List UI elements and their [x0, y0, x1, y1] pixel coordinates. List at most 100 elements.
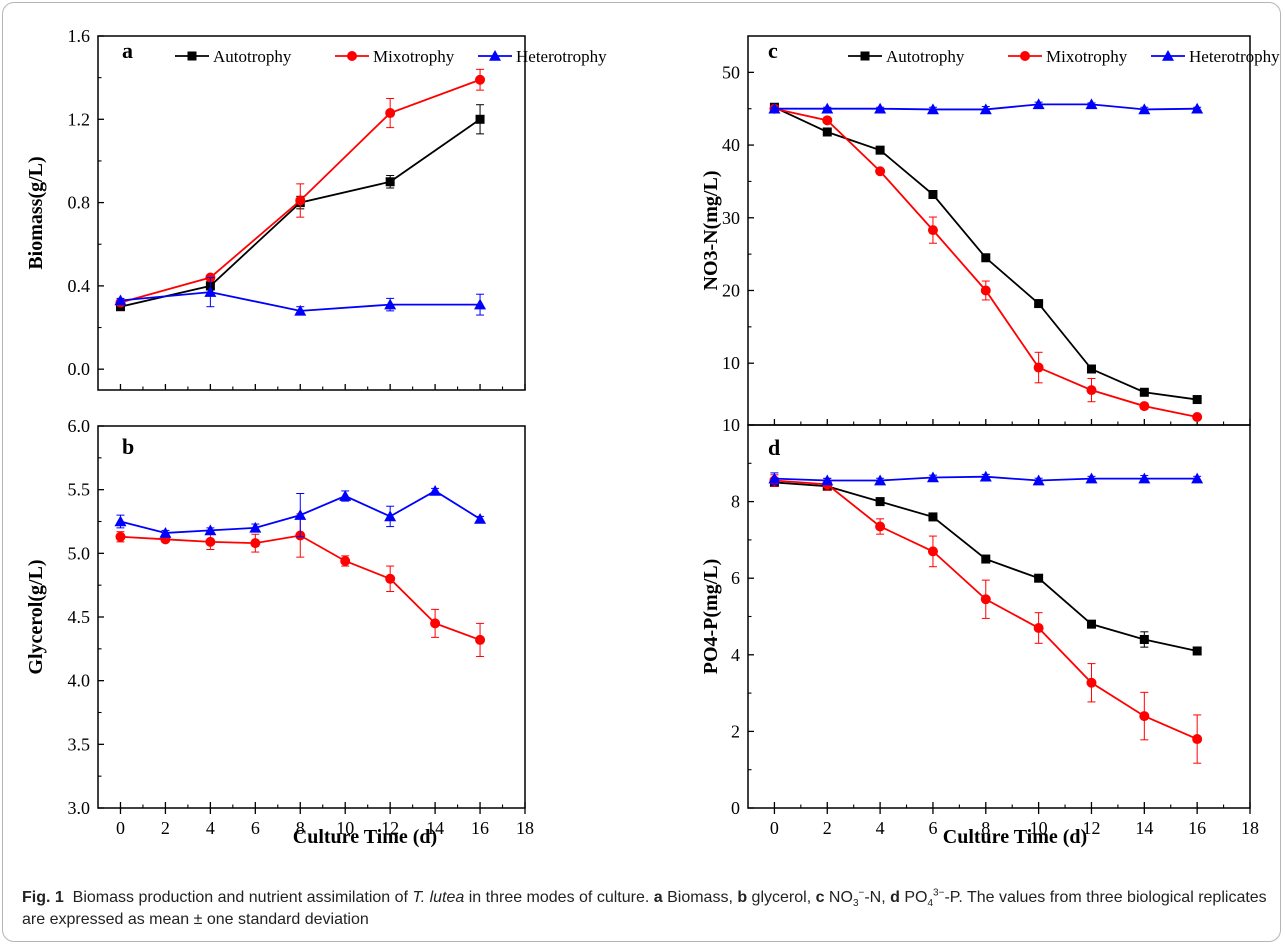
panel-d-mixotrophy-point	[875, 521, 886, 532]
panel-d-mixotrophy-point	[1139, 711, 1150, 722]
panel-c-autotrophy-point	[928, 190, 938, 200]
panel-a-mixotrophy-point	[295, 195, 306, 206]
panel-d-xtick-label: 6	[928, 818, 937, 838]
caption-c-sup: −	[858, 887, 865, 899]
panel-c-frame	[747, 35, 1251, 426]
panel-d-heterotrophy-point	[926, 471, 939, 483]
panel-c-heterotrophy-point	[1138, 103, 1151, 115]
caption-c-sub: 3	[852, 898, 859, 910]
panel-c-heterotrophy-point	[979, 103, 992, 115]
panel-b-xtick-label: 0	[116, 818, 125, 838]
panel-c-autotrophy-point	[981, 253, 991, 263]
panel-c-legend-mixotrophy-label: Mixotrophy	[1046, 47, 1128, 66]
panel-c-heterotrophy-point	[1191, 102, 1204, 114]
panel-b-ytick-label: 5.0	[68, 543, 91, 563]
caption-d-label: d	[890, 889, 900, 906]
panel-a-mixotrophy-point	[385, 108, 396, 119]
panel-c-legend-mixotrophy-marker	[1020, 51, 1030, 61]
panel-a-legend-mixotrophy-marker	[347, 51, 357, 61]
panel-c-ytick-label: 50	[722, 62, 740, 82]
panel-d-autotrophy-point	[875, 497, 885, 507]
panel-d-ytick-label: 8	[731, 492, 740, 512]
panel-b-heterotrophy-point	[429, 484, 442, 496]
panel-b-letter: b	[122, 434, 134, 459]
caption-c-text-pre: NO	[824, 889, 853, 906]
panel-d-ytick-label: 6	[731, 568, 740, 588]
panel-a-y-axis-title: Biomass(g/L)	[25, 156, 47, 269]
panel-b-mixotrophy-point	[115, 531, 126, 542]
panel-c-mixotrophy-point	[980, 285, 991, 296]
panel-a-legend-autotrophy-label: Autotrophy	[213, 47, 292, 66]
panel-d-ytick-label: 10	[722, 415, 740, 435]
panel-d-heterotrophy-point	[1191, 472, 1204, 484]
panel-c-legend-autotrophy-label: Autotrophy	[886, 47, 965, 66]
panel-a-ytick-label: 0.8	[68, 193, 91, 213]
panel-d-heterotrophy-point	[821, 474, 834, 486]
panel-b-chart: 3.0 3.5 4.0 4.5 5.0 5.5 6.0 0 2 4 6 8 10 12 14 16 18 Glyc…	[25, 416, 534, 838]
panel-a-autotrophy-point	[385, 177, 395, 187]
panel-b-heterotrophy-point	[474, 512, 487, 524]
panel-d-xtick-label: 14	[1135, 818, 1153, 838]
panel-d-ytick-label: 0	[731, 798, 740, 818]
caption-d-text-pre: PO	[899, 889, 928, 906]
panel-d-mixotrophy-point	[1033, 622, 1044, 633]
panel-d-xtick-label: 10	[1030, 818, 1048, 838]
panel-d-heterotrophy-point	[1032, 474, 1045, 486]
panel-b-ytick-label: 4.0	[68, 671, 91, 691]
panel-d-autotrophy-point	[1139, 634, 1149, 644]
panel-b-xtick-label: 14	[426, 818, 444, 838]
figure-caption: Fig. 1 Biomass production and nutrient a…	[22, 887, 1272, 931]
panel-a-ytick-label: 0.0	[68, 359, 91, 379]
panel-c-autotrophy-point	[1034, 299, 1044, 309]
panel-b-ytick-label: 4.5	[68, 607, 91, 627]
panel-d-mixotrophy-point	[927, 546, 938, 557]
panel-d-heterotrophy-point	[874, 474, 887, 486]
panel-b-heterotrophy-point	[249, 521, 262, 533]
panel-a-legend-mixotrophy-label: Mixotrophy	[373, 47, 455, 66]
panel-b-ytick-label: 3.5	[68, 734, 91, 754]
panel-d-heterotrophy-point	[768, 472, 781, 484]
panel-c-autotrophy-point	[1139, 387, 1149, 397]
caption-species: T. lutea	[412, 889, 465, 906]
panel-b-xtick-label: 8	[296, 818, 305, 838]
panel-c-ytick-label: 30	[722, 208, 740, 228]
panel-d-xtick-label: 4	[876, 818, 885, 838]
panel-d-autotrophy-point	[928, 512, 938, 522]
panel-d-mixotrophy-point	[1192, 734, 1203, 745]
panel-c-mixotrophy-point	[822, 115, 833, 126]
panel-b-mixotrophy-point	[385, 573, 396, 584]
caption-d-text-post: -P. The values from three biological rep…	[22, 889, 1267, 928]
caption-fig-label: Fig. 1	[22, 889, 64, 906]
panel-b-heterotrophy-point	[294, 509, 307, 520]
panel-b-ytick-label: 6.0	[68, 416, 91, 436]
panel-b-mixotrophy-point	[475, 634, 486, 645]
panel-c-heterotrophy-point	[926, 103, 939, 115]
panel-a-frame	[97, 35, 526, 391]
panel-c-autotrophy-point	[822, 127, 832, 137]
panel-d-heterotrophy-point	[979, 470, 992, 482]
caption-a-label: a	[653, 889, 663, 906]
panel-c-legend-heterotrophy-label: Heterotrophy	[1189, 47, 1280, 66]
panel-b-y-axis-title: Glycerol(g/L)	[25, 559, 47, 674]
caption-text-2: in three modes of culture.	[464, 889, 654, 906]
panel-c-autotrophy-point	[875, 145, 885, 155]
panel-a-legend-autotrophy-marker	[187, 51, 197, 61]
panel-a-ytick-label: 1.6	[68, 26, 91, 46]
panel-d-xtick-label: 18	[1241, 818, 1259, 838]
panel-c-mixotrophy-point	[927, 225, 938, 236]
panel-d-autotrophy-point	[1192, 646, 1202, 656]
panel-c-ytick-label: 20	[722, 280, 740, 300]
panel-d-xtick-label: 12	[1082, 818, 1100, 838]
caption-c-text-post: -N,	[864, 889, 891, 906]
panel-d-mixotrophy-point	[1086, 677, 1097, 688]
panel-b-xtick-label: 6	[251, 818, 260, 838]
panel-c-heterotrophy-point	[1032, 98, 1045, 110]
panel-a-mixotrophy-point	[475, 74, 486, 85]
panel-c-heterotrophy-point	[874, 102, 887, 114]
caption-text-1: Biomass production and nutrient assimila…	[72, 889, 413, 906]
panel-a-ytick-label: 1.2	[68, 109, 91, 129]
panel-c-heterotrophy-point	[1085, 98, 1098, 110]
panel-c-autotrophy-point	[1192, 395, 1202, 405]
